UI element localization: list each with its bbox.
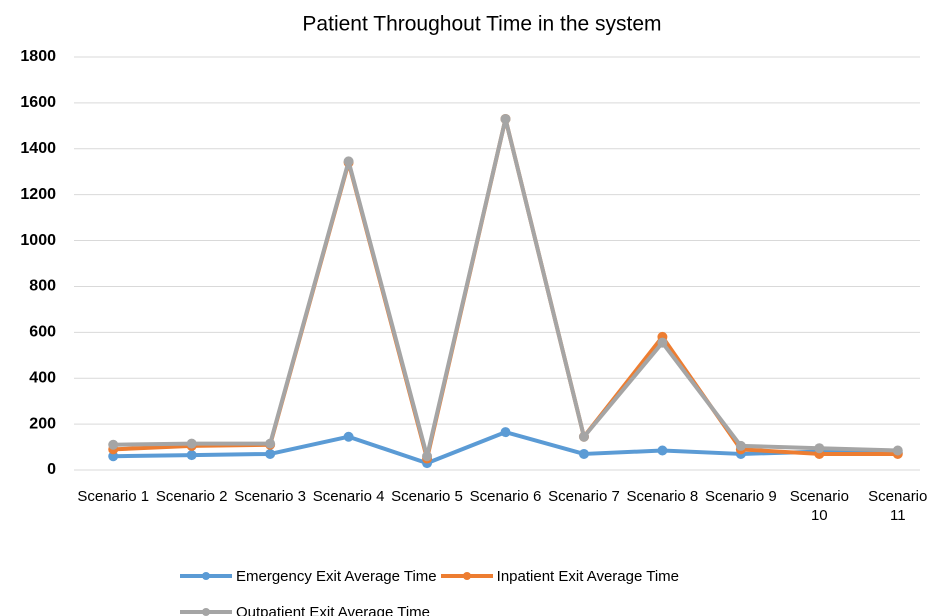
y-tick-label: 200 — [29, 415, 56, 432]
y-tick-label: 0 — [47, 461, 56, 478]
x-tick-label: Scenario 11 — [868, 488, 928, 524]
marker — [814, 443, 825, 454]
legend-item: Emergency Exit Average Time — [180, 558, 437, 594]
y-tick-label: 400 — [29, 369, 56, 386]
legend-swatch — [180, 608, 232, 616]
marker — [735, 440, 746, 451]
marker — [578, 448, 589, 459]
legend-label: Inpatient Exit Average Time — [496, 567, 679, 585]
legend-swatch — [180, 572, 232, 580]
marker — [343, 156, 354, 167]
marker — [500, 113, 511, 124]
marker — [265, 438, 276, 449]
marker — [578, 431, 589, 442]
marker — [892, 445, 903, 456]
x-tick-label: Scenario 6 — [469, 488, 542, 505]
legend-marker — [462, 572, 471, 580]
x-tick-label: Scenario 5 — [391, 488, 463, 505]
legend-item: Inpatient Exit Average Time — [440, 558, 679, 594]
chart-title: Patient Throughout Time in the system — [302, 13, 661, 36]
y-tick-label: 1800 — [20, 48, 56, 65]
marker — [343, 431, 354, 442]
legend-label: Outpatient Exit Average Time — [236, 603, 430, 616]
marker — [108, 451, 119, 462]
x-tick-label: Scenario 9 — [705, 488, 777, 505]
legend-marker — [202, 572, 210, 580]
marker — [657, 445, 668, 456]
marker — [186, 438, 197, 449]
marker — [186, 450, 197, 461]
x-tick-label: Scenario 1 — [77, 488, 150, 505]
marker — [657, 337, 668, 348]
x-tick-label: Scenario 4 — [312, 488, 385, 505]
marker — [265, 448, 276, 459]
x-tick-label: Scenario 7 — [548, 488, 620, 505]
marker — [500, 427, 511, 438]
line — [113, 116, 898, 461]
y-tick-label: 1000 — [20, 232, 56, 249]
y-tick-label: 1400 — [20, 140, 56, 157]
legend-label: Emergency Exit Average Time — [236, 567, 437, 585]
legend-item: Outpatient Exit Average Time — [180, 594, 430, 616]
y-tick-label: 800 — [29, 278, 56, 295]
x-tick-label: Scenario 10 — [789, 488, 849, 524]
legend-swatch — [440, 572, 493, 580]
x-tick-label: Scenario 2 — [155, 488, 228, 505]
marker — [422, 451, 433, 462]
y-tick-label: 600 — [29, 324, 56, 341]
marker — [108, 439, 119, 450]
y-tick-label: 1200 — [20, 186, 56, 203]
y-tick-label: 1600 — [20, 94, 56, 111]
legend-marker — [202, 608, 210, 616]
line — [113, 116, 898, 459]
legend: Emergency Exit Average Time Inpatient Exi… — [180, 558, 820, 616]
x-tick-label: Scenario 8 — [626, 488, 699, 505]
x-tick-label: Scenario 3 — [234, 488, 306, 505]
